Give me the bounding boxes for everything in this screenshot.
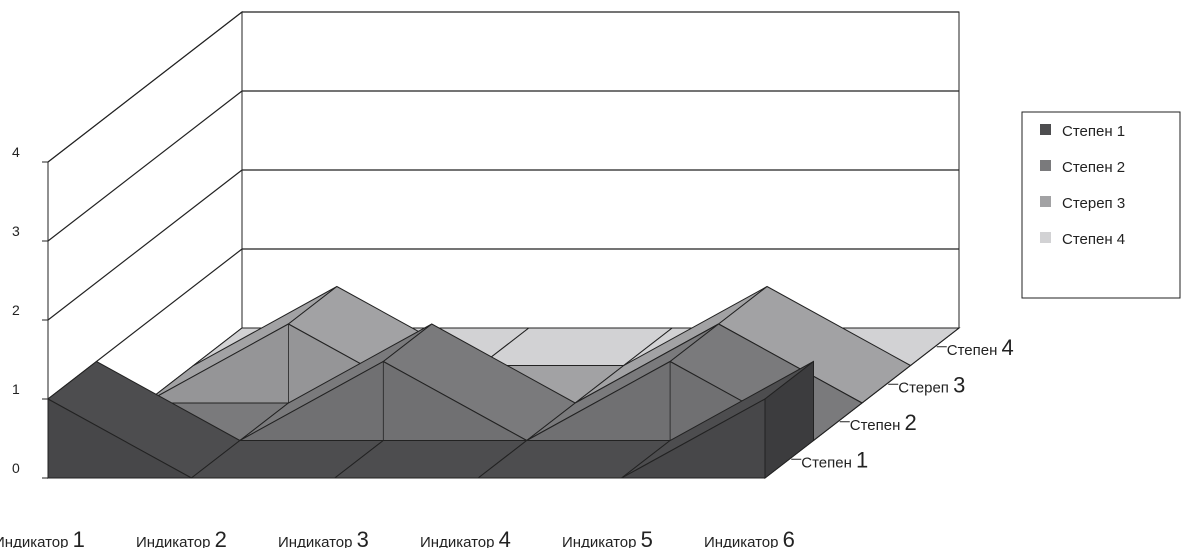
category-label: Индикатор 1 [0, 527, 85, 548]
y-axis: 0 1 2 3 4 [12, 144, 49, 479]
legend-label: Степен 2 [1062, 159, 1125, 176]
series-depth-labels: Степен 1 Степен 2 Стереп 3 Степен 4 [791, 335, 1014, 472]
legend-label: Степен 1 [1062, 123, 1125, 140]
depth-label: Степен 4 [947, 335, 1014, 360]
gridline [47, 90, 959, 242]
series-ribbon [47, 360, 814, 480]
legend-swatch [1040, 124, 1051, 135]
legend: Степен 1 Степен 2 Стереп 3 Степен 4 [1021, 111, 1181, 299]
series-end-face [861, 365, 911, 404]
y-tick-label: 0 [12, 460, 20, 476]
category-label: Индикатор 3 [278, 527, 369, 548]
legend-label: Стереп 3 [1062, 195, 1125, 212]
series-end-face [813, 402, 863, 441]
series-layer [47, 285, 961, 480]
category-labels: Индикатор 1 Индикатор 2 Индикатор 3 Индикат… [0, 527, 795, 548]
depth-label: Степен 2 [850, 410, 917, 435]
series-ribbon [95, 323, 863, 442]
depth-label: Степен 1 [801, 447, 868, 472]
y-tick-label: 3 [12, 223, 20, 239]
category-label: Индикатор 4 [420, 527, 511, 548]
y-tick-label: 4 [12, 144, 20, 160]
category-label: Индикатор 2 [136, 527, 227, 548]
y-tick-label: 2 [12, 302, 20, 318]
y-tick-label: 1 [12, 381, 20, 397]
gridline [47, 248, 959, 400]
legend-swatch [1040, 160, 1051, 171]
category-label: Индикатор 5 [562, 527, 653, 548]
legend-label: Степен 4 [1062, 231, 1125, 248]
series-end-face [764, 360, 814, 480]
category-label: Индикатор 6 [704, 527, 795, 548]
legend-swatch [1040, 196, 1051, 207]
gridline [47, 11, 959, 163]
gridline [47, 169, 959, 321]
depth-label: Стереп 3 [898, 372, 965, 397]
legend-swatch [1040, 232, 1051, 243]
series-end-face [910, 327, 960, 366]
